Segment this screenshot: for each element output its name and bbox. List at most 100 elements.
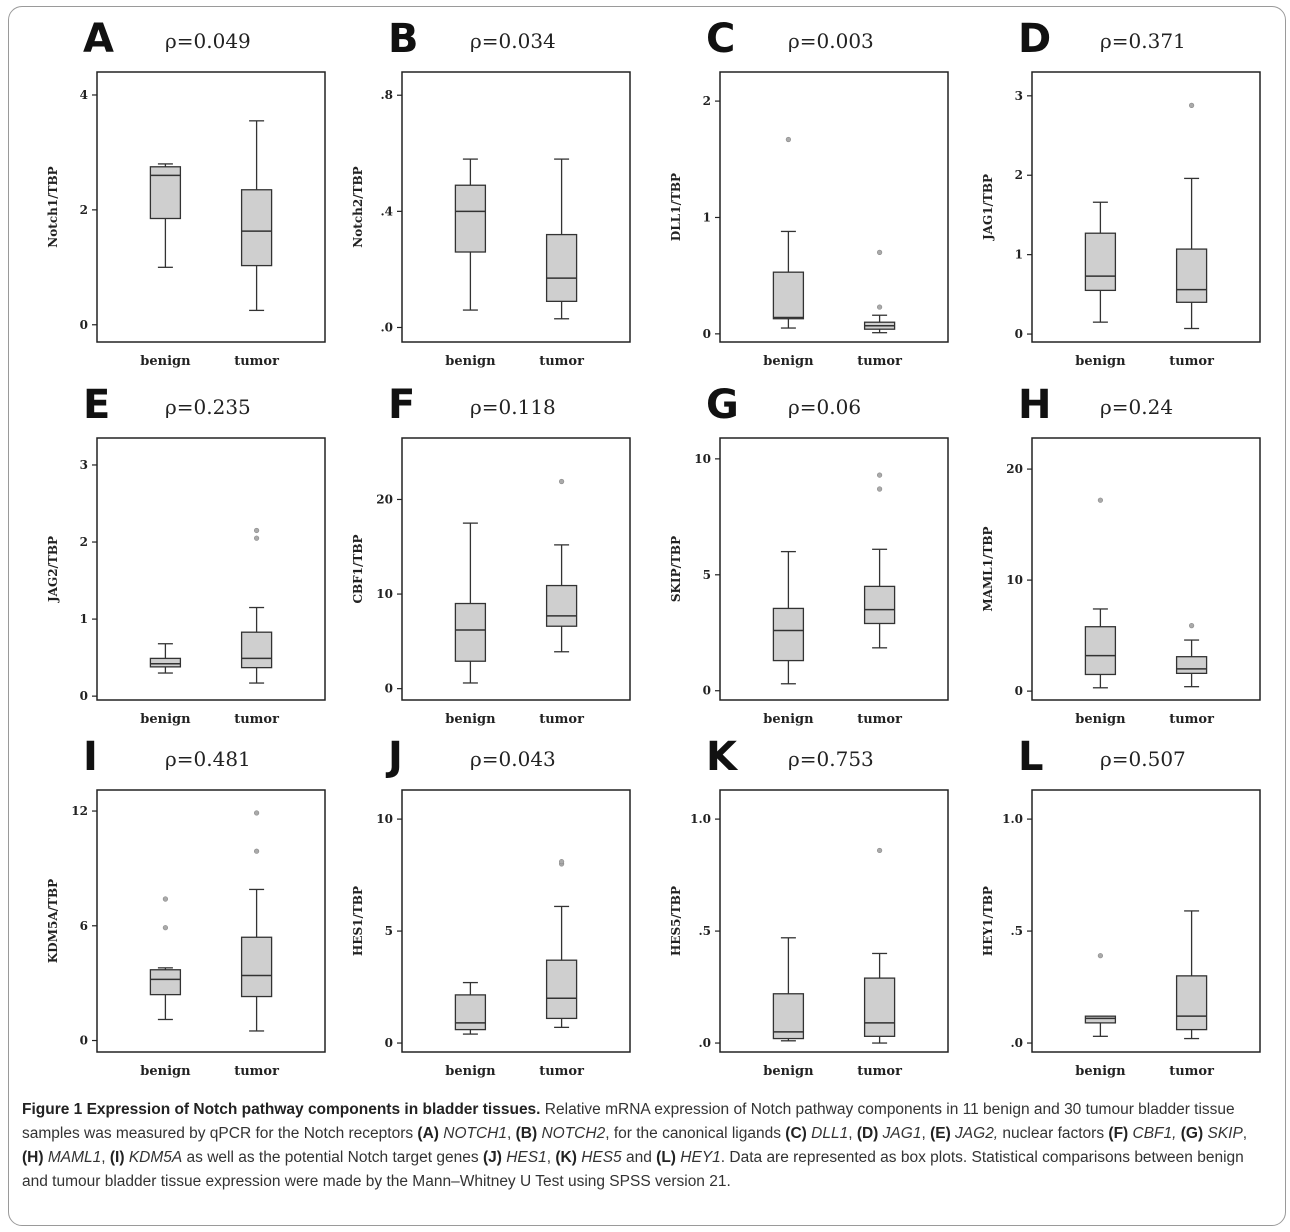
plot-area-frame [719,437,949,701]
y-tick-label: 1 [703,210,711,224]
box-iqr [454,994,487,1031]
y-axis-label: JAG1/TBP [981,174,995,241]
y-tick-label: 0 [80,318,88,332]
caption-segment: and [621,1148,657,1166]
caption-segment: , for the canonical ligands [605,1124,786,1142]
y-tick-label: .0 [698,1036,711,1050]
caption-segment: HES5 [581,1148,622,1166]
panel-letter: C [706,16,735,62]
x-category-label: benign [445,1064,496,1079]
caption-segment: DLL1 [811,1124,849,1142]
p-value-annotation: ρ=0.753 [788,747,874,771]
caption-segment: NOTCH1 [443,1124,507,1142]
box-iqr [772,607,805,662]
caption-segment: , [101,1148,110,1166]
x-category-label: tumor [539,712,584,727]
plot-area-frame [719,71,949,343]
outlier-point [558,478,565,485]
caption-segment: , [1242,1124,1248,1142]
caption-segment: (I) [109,1148,125,1166]
p-value-annotation: ρ=0.24 [1100,395,1173,419]
y-tick-label: 0 [703,684,711,698]
caption-segment: CBF1, [1132,1124,1177,1142]
caption-segment: KDM5A [128,1148,183,1166]
caption-segment: (H) [22,1148,44,1166]
y-axis-label: HES1/TBP [351,886,365,956]
x-category-label: benign [140,712,191,727]
y-tick-label: 1.0 [690,812,711,826]
outlier-point [876,472,883,478]
y-tick-label: .0 [1010,1036,1023,1050]
panel-letter: L [1018,734,1044,780]
y-tick-label: 10 [694,452,711,466]
caption-segment: , [921,1124,931,1142]
x-category-label: tumor [1169,1064,1214,1079]
box-iqr [1175,975,1208,1031]
panel-letter: I [83,734,98,780]
y-tick-label: 12 [71,804,88,818]
y-tick-label: 2 [703,94,711,108]
p-value-annotation: ρ=0.034 [470,29,556,53]
x-category-label: benign [140,1064,191,1079]
box-iqr [240,631,273,669]
x-category-label: benign [445,712,496,727]
y-axis-label: Notch1/TBP [46,166,60,247]
y-axis-label: MAML1/TBP [981,526,995,611]
y-tick-label: .4 [380,204,393,218]
panel-letter: E [83,382,110,428]
caption-segment: (C) [785,1124,807,1142]
box-iqr [1084,232,1117,292]
caption-segment: , [507,1124,516,1142]
plot-area-frame [401,71,631,343]
x-category-label: benign [763,354,814,369]
caption-segment: JAG2, [955,1124,999,1142]
caption-segment: (A) [417,1124,439,1142]
caption-segment: HEY1 [680,1148,721,1166]
x-category-label: benign [445,354,496,369]
y-tick-label: 1.0 [1002,812,1023,826]
p-value-annotation: ρ=0.235 [165,395,251,419]
y-tick-label: 10 [376,587,393,601]
x-category-label: tumor [857,712,902,727]
box-iqr [149,969,182,996]
outlier-point [254,810,260,816]
box-iqr [1084,1015,1117,1024]
y-axis-label: HES5/TBP [669,886,683,956]
x-category-label: tumor [234,1064,279,1079]
y-tick-label: 0 [80,1034,88,1048]
y-tick-label: 20 [376,492,393,506]
outlier-point [876,249,883,255]
outlier-point [162,896,168,902]
y-tick-label: 6 [80,919,88,933]
p-value-annotation: ρ=0.371 [1100,29,1186,53]
caption-segment: . Data are represented as box plots. Sta… [22,1148,1244,1190]
box-iqr [863,585,896,625]
plot-area-frame [1031,437,1261,701]
box-iqr [1175,656,1208,675]
caption-segment: SKIP [1207,1124,1243,1142]
box-iqr [1084,626,1117,676]
plot-area-frame [96,437,326,701]
outlier-point [1097,953,1103,959]
panel-letter: K [706,734,739,780]
caption-segment: (F) [1108,1124,1129,1142]
panel-letter: F [388,382,415,428]
y-tick-label: 5 [385,924,393,938]
p-value-annotation: ρ=0.481 [165,747,251,771]
caption-segment: MAML1 [47,1148,102,1166]
panel-letter: H [1018,382,1051,428]
y-tick-label: .0 [380,320,393,334]
y-tick-label: 10 [1006,573,1023,587]
x-category-label: benign [763,1064,814,1079]
box-iqr [1175,248,1208,303]
figure-caption: Figure 1 Expression of Notch pathway com… [22,1098,1272,1194]
caption-segment: (J) [482,1148,502,1166]
y-axis-label: Notch2/TBP [351,166,365,247]
